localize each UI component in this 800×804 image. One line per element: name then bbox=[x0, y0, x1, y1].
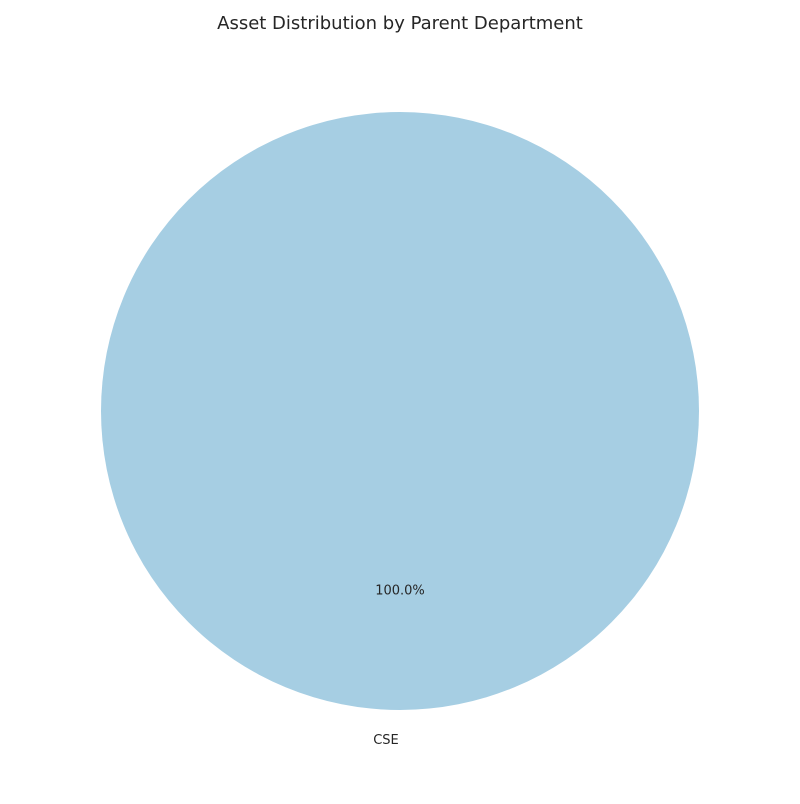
pie-labels: 100.0% CSE bbox=[373, 583, 425, 748]
pie-slices bbox=[101, 112, 699, 710]
chart-title: Asset Distribution by Parent Department bbox=[217, 13, 583, 34]
slice-category-label: CSE bbox=[373, 733, 399, 748]
pie-slice-cse bbox=[101, 112, 699, 710]
slice-percent-label: 100.0% bbox=[375, 583, 425, 598]
